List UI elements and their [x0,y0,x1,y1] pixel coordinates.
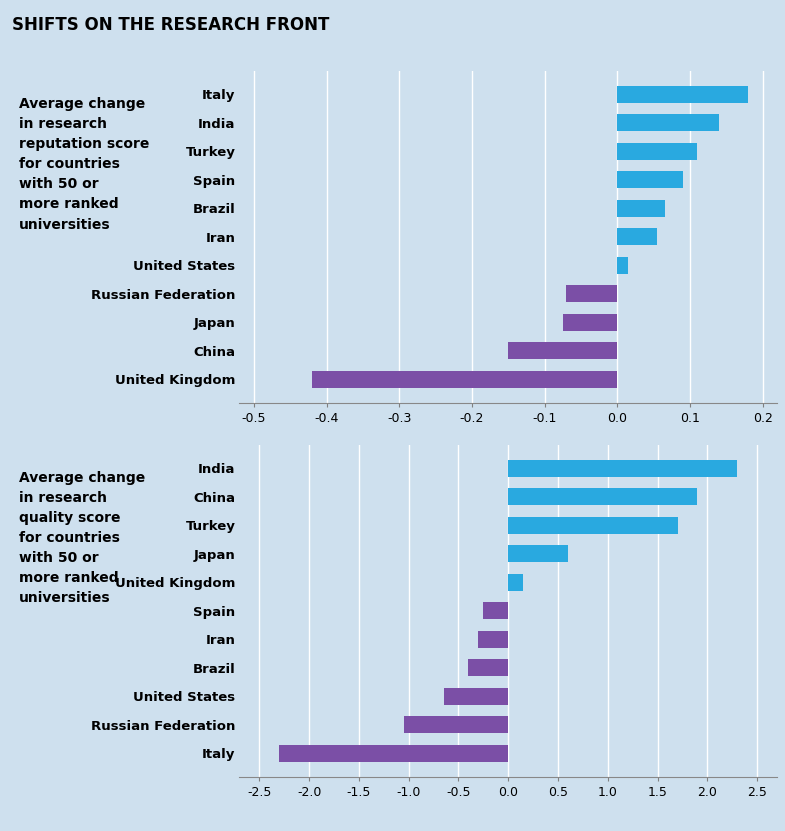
Bar [509,573,524,591]
Bar [617,114,719,131]
Bar [563,314,617,331]
Text: SHIFTS ON THE RESEARCH FRONT: SHIFTS ON THE RESEARCH FRONT [12,16,329,34]
Bar [444,688,509,705]
Bar [478,631,509,648]
Bar [509,342,617,360]
Bar [617,257,628,274]
Bar [509,460,737,477]
Bar [279,745,509,762]
Bar [484,602,509,619]
Text: Average change
in research
quality score
for countries
with 50 or
more ranked
un: Average change in research quality score… [19,471,145,606]
Bar [617,86,748,103]
Bar [617,171,683,189]
Bar [509,488,698,505]
Bar [509,545,568,563]
Bar [403,716,509,734]
Bar [312,371,617,388]
Bar [469,659,509,676]
Bar [617,143,697,160]
Bar [617,199,665,217]
Bar [567,285,617,302]
Bar [617,229,657,245]
Text: Average change
in research
reputation score
for countries
with 50 or
more ranked: Average change in research reputation sc… [19,97,150,232]
Bar [509,517,677,534]
